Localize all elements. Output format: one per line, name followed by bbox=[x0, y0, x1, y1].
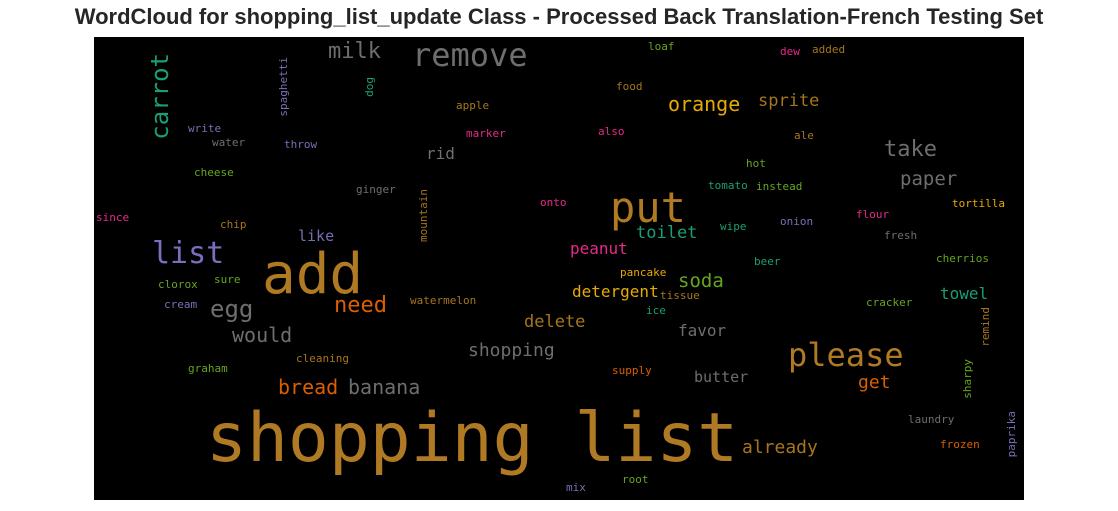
word-remove: remove bbox=[412, 37, 528, 74]
word-cleaning: cleaning bbox=[296, 352, 349, 365]
word-root: root bbox=[622, 473, 649, 486]
word-flour: flour bbox=[856, 208, 890, 221]
word-like: like bbox=[298, 227, 335, 245]
word-ice: ice bbox=[646, 304, 666, 317]
word-would: would bbox=[232, 323, 293, 347]
word-write: write bbox=[188, 122, 222, 135]
word-supply: supply bbox=[612, 364, 652, 377]
word-remind: remind bbox=[979, 307, 992, 347]
word-add: add bbox=[262, 242, 364, 307]
word-tissue: tissue bbox=[660, 289, 700, 302]
word-frozen: frozen bbox=[940, 438, 980, 451]
chart-title: WordCloud for shopping_list_update Class… bbox=[74, 4, 1044, 29]
wordcloud-canvas: shopping list add put please remove list milk c… bbox=[94, 37, 1024, 500]
word-please: please bbox=[788, 336, 904, 374]
word-apple: apple bbox=[456, 99, 490, 112]
word-toilet: toilet bbox=[636, 223, 698, 243]
word-tortilla: tortilla bbox=[952, 197, 1005, 210]
word-instead: instead bbox=[756, 180, 803, 193]
word-water: water bbox=[212, 136, 246, 149]
word-laundry: laundry bbox=[908, 413, 955, 426]
word-tomato: tomato bbox=[708, 179, 748, 192]
word-cherrios: cherrios bbox=[936, 252, 989, 265]
word-butter: butter bbox=[694, 368, 749, 386]
word-marker: marker bbox=[466, 127, 506, 140]
word-rid: rid bbox=[426, 144, 455, 163]
word-loaf: loaf bbox=[648, 40, 675, 53]
word-added: added bbox=[812, 43, 846, 56]
word-egg: egg bbox=[210, 295, 254, 323]
word-banana: banana bbox=[348, 375, 421, 399]
word-wipe: wipe bbox=[720, 220, 747, 233]
word-also: also bbox=[598, 125, 625, 138]
word-delete: delete bbox=[524, 312, 586, 332]
word-towel: towel bbox=[940, 284, 989, 303]
word-cheese: cheese bbox=[194, 166, 234, 179]
word-watermelon: watermelon bbox=[410, 294, 477, 307]
word-put: put bbox=[610, 183, 686, 232]
word-sprite: sprite bbox=[758, 91, 820, 111]
word-food: food bbox=[616, 80, 643, 93]
word-onion: onion bbox=[780, 215, 814, 228]
word-list: list bbox=[152, 236, 225, 271]
word-milk: milk bbox=[328, 39, 381, 64]
word-paprika: paprika bbox=[1005, 411, 1018, 458]
word-paper: paper bbox=[900, 168, 958, 190]
word-ginger: ginger bbox=[356, 183, 396, 196]
word-cream: cream bbox=[164, 298, 198, 311]
word-pancake: pancake bbox=[620, 266, 667, 279]
word-chip: chip bbox=[220, 218, 247, 231]
word-carrot: carrot bbox=[146, 53, 174, 140]
word-since: since bbox=[96, 211, 130, 224]
word-favor: favor bbox=[678, 321, 727, 340]
word-onto: onto bbox=[540, 196, 567, 209]
word-take: take bbox=[884, 137, 937, 162]
word-sharpy: sharpy bbox=[961, 359, 974, 399]
word-bread: bread bbox=[278, 375, 339, 399]
word-shopping: shopping bbox=[468, 340, 555, 361]
word-dew: dew bbox=[780, 45, 800, 58]
word-beer: beer bbox=[754, 255, 781, 268]
word-soda: soda bbox=[678, 270, 724, 292]
word-dog: dog bbox=[363, 77, 376, 97]
word-already: already bbox=[742, 437, 818, 458]
word-graham: graham bbox=[188, 362, 228, 375]
word-sure: sure bbox=[214, 273, 241, 286]
word-throw: throw bbox=[284, 138, 318, 151]
word-shopping-list: shopping list bbox=[206, 399, 739, 478]
word-fresh: fresh bbox=[884, 229, 918, 242]
word-mountain: mountain bbox=[417, 189, 430, 242]
word-ale: ale bbox=[794, 129, 814, 142]
word-spaghetti: spaghetti bbox=[277, 57, 290, 117]
word-hot: hot bbox=[746, 157, 766, 170]
word-cracker: cracker bbox=[866, 296, 913, 309]
word-peanut: peanut bbox=[570, 239, 628, 258]
word-mix: mix bbox=[566, 481, 586, 494]
word-orange: orange bbox=[668, 92, 741, 116]
word-clorox: clorox bbox=[158, 278, 198, 291]
word-detergent: detergent bbox=[572, 282, 659, 301]
word-get: get bbox=[858, 372, 891, 393]
word-need: need bbox=[334, 293, 387, 318]
